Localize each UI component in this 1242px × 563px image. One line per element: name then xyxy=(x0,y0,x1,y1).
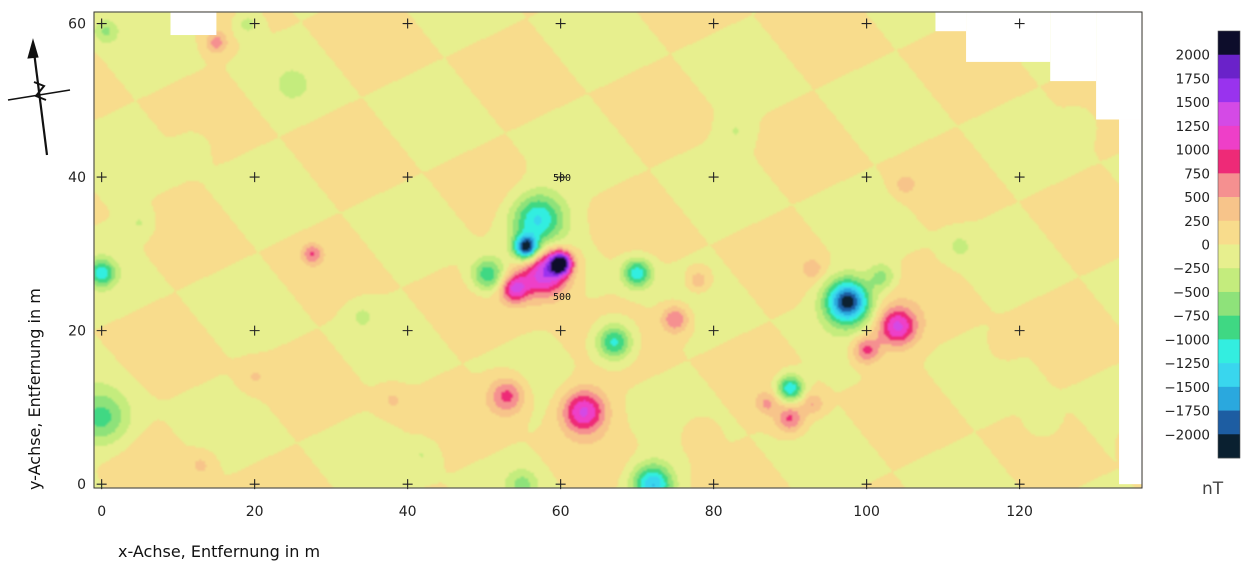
contour-label: 500 xyxy=(553,173,571,184)
grid-cross xyxy=(402,18,413,29)
colorbar-swatch xyxy=(1218,31,1240,56)
north-arrow-icon xyxy=(7,38,71,156)
colorbar-level-label: 1750 xyxy=(1176,71,1210,87)
grid-cross xyxy=(861,479,872,490)
grid-cross xyxy=(249,18,260,29)
colorbar-swatch xyxy=(1218,78,1240,103)
colorbar-swatch xyxy=(1218,149,1240,174)
x-tick-label: 40 xyxy=(399,504,417,520)
x-tick-label: 120 xyxy=(1006,504,1033,520)
colorbar-legend: 2000 1750 1500 1250 1000 750 500 250 0 −250 −500 −7… xyxy=(1164,30,1241,499)
x-tick-label: 20 xyxy=(246,504,264,520)
colorbar-frame xyxy=(1217,30,1241,459)
no-data-mask xyxy=(170,12,1142,485)
colorbar-level-label: −2000 xyxy=(1164,427,1210,443)
colorbar-level-label: 2000 xyxy=(1176,48,1210,64)
grid-cross xyxy=(96,18,107,29)
x-tick-label: 0 xyxy=(97,504,106,520)
colorbar-level-label: −1000 xyxy=(1164,332,1210,348)
colorbar-level-label: −1500 xyxy=(1164,380,1210,396)
grid-cross xyxy=(708,18,719,29)
colorbar-unit: nT xyxy=(1202,479,1224,499)
colorbar-swatch xyxy=(1218,220,1240,245)
grid-cross xyxy=(555,18,566,29)
plot-area: 500 500 xyxy=(93,11,1143,490)
y-tick-label: 0 xyxy=(77,477,86,493)
x-axis-ticks: 0 20 40 60 80 100 120 xyxy=(97,504,1033,520)
grid-cross xyxy=(96,325,107,336)
colorbar-level-label: −1750 xyxy=(1164,404,1210,420)
grid-cross xyxy=(249,172,260,183)
colorbar-swatch xyxy=(1218,125,1240,150)
colorbar-swatch xyxy=(1218,315,1240,340)
colorbar-level-label: −500 xyxy=(1173,285,1210,301)
x-axis-title: x-Achse, Entfernung in m xyxy=(118,542,320,561)
x-tick-label: 60 xyxy=(552,504,570,520)
grid-cross xyxy=(861,172,872,183)
grid-cross xyxy=(861,18,872,29)
y-tick-label: 60 xyxy=(68,17,86,33)
contour-labels: 500 500 xyxy=(553,173,571,303)
colorbar-swatches xyxy=(1217,30,1241,459)
colorbar-swatch xyxy=(1218,410,1240,435)
x-tick-label: 80 xyxy=(705,504,723,520)
heatmap-raster xyxy=(94,12,1142,488)
grid-cross xyxy=(1014,479,1025,490)
y-tick-label: 20 xyxy=(68,324,86,340)
colorbar-swatch xyxy=(1218,244,1240,269)
grid-cross xyxy=(861,325,872,336)
grid-cross xyxy=(402,479,413,490)
colorbar-swatch xyxy=(1218,54,1240,79)
colorbar-level-label: 500 xyxy=(1184,190,1210,206)
colorbar-level-label: 750 xyxy=(1184,166,1210,182)
colorbar-swatch xyxy=(1218,173,1240,198)
colorbar-labels: 2000 1750 1500 1250 1000 750 500 250 0 −250 −500 −7… xyxy=(1164,48,1210,444)
y-tick-label: 40 xyxy=(68,170,86,186)
colorbar-swatch xyxy=(1218,434,1240,459)
y-axis-title: y-Achse, Entfernung in m xyxy=(25,288,44,490)
grid-cross xyxy=(402,172,413,183)
grid-cross xyxy=(708,479,719,490)
colorbar-level-label: 0 xyxy=(1201,238,1210,254)
colorbar-level-label: −1250 xyxy=(1164,356,1210,372)
grid-cross xyxy=(1014,18,1025,29)
colorbar-swatch xyxy=(1218,268,1240,293)
mask-region xyxy=(1050,12,1097,82)
grid-cross xyxy=(555,172,566,183)
mask-region xyxy=(170,12,217,36)
plot-frame xyxy=(93,11,1143,489)
colorbar-swatch xyxy=(1218,363,1240,388)
grid-cross xyxy=(96,172,107,183)
colorbar-swatch xyxy=(1218,386,1240,411)
mask-region xyxy=(935,12,967,32)
colorbar-level-label: 1500 xyxy=(1176,95,1210,111)
colorbar-swatch xyxy=(1218,291,1240,316)
grid-cross xyxy=(402,325,413,336)
grid-cross xyxy=(555,325,566,336)
mask-region xyxy=(966,12,1051,62)
grid-cross xyxy=(555,479,566,490)
colorbar-level-label: −750 xyxy=(1173,309,1210,325)
y-axis-ticks: 0 20 40 60 xyxy=(68,17,86,494)
grid-cross xyxy=(1014,172,1025,183)
grid-cross xyxy=(708,172,719,183)
colorbar-level-label: 250 xyxy=(1184,214,1210,230)
contour-label: 500 xyxy=(553,292,571,303)
mask-region xyxy=(1096,12,1142,120)
grid-cross xyxy=(708,325,719,336)
grid-cross xyxy=(96,479,107,490)
colorbar-swatch xyxy=(1218,339,1240,364)
colorbar-swatch xyxy=(1218,102,1240,127)
colorbar-level-label: 1250 xyxy=(1176,119,1210,135)
colorbar-level-label: 1000 xyxy=(1176,143,1210,159)
grid-cross xyxy=(249,479,260,490)
x-tick-label: 100 xyxy=(853,504,880,520)
colorbar-level-label: −250 xyxy=(1173,261,1210,277)
grid-crosses xyxy=(96,18,1025,490)
grid-cross xyxy=(1014,325,1025,336)
grid-cross xyxy=(249,325,260,336)
colorbar-swatch xyxy=(1218,197,1240,222)
mask-region xyxy=(1119,119,1142,485)
